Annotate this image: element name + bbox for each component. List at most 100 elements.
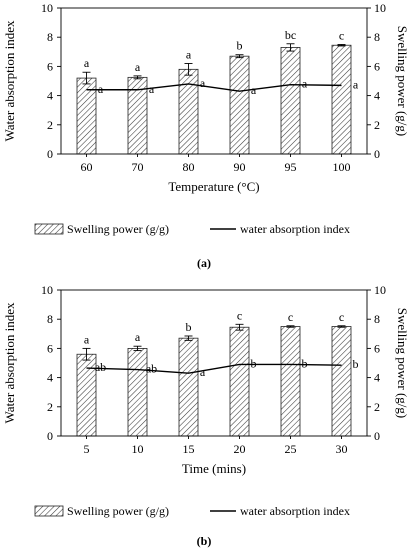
- bar-letter-25: c: [288, 310, 293, 324]
- legend-label-line: water absorption index: [240, 222, 350, 236]
- line-letter-15: a: [200, 365, 206, 379]
- error-bar-95: [286, 43, 295, 52]
- error-bar-70: [133, 75, 142, 80]
- error-bar-90: [235, 54, 244, 59]
- line-letter-20: b: [251, 356, 257, 370]
- y-right-tick-label: 0: [374, 147, 380, 161]
- line-letter-60: a: [98, 82, 104, 96]
- bar-80: [178, 68, 199, 155]
- bar-100: [331, 44, 352, 155]
- bar-95: [280, 47, 301, 155]
- line-letter-30: b: [353, 357, 359, 371]
- line-letter-80: a: [200, 76, 206, 90]
- bar-30: [331, 326, 352, 437]
- y-right-tick-label: 8: [374, 312, 380, 326]
- x-tick-label-60: 60: [81, 160, 93, 174]
- plot-frame: [60, 7, 368, 155]
- y-right-tick-label: 4: [374, 371, 380, 385]
- x-tick-label-90: 90: [234, 160, 246, 174]
- y-left-axis-title: Water absorption index: [2, 20, 17, 141]
- wai-line: [86, 83, 342, 92]
- error-bar-10: [133, 345, 142, 352]
- legend-swatch-bar: [34, 505, 64, 517]
- y-right-tick-label: 10: [374, 283, 386, 297]
- error-bar-80: [184, 63, 193, 76]
- error-bar-20: [235, 323, 244, 331]
- bar-10: [127, 347, 148, 437]
- x-tick-label-80: 80: [183, 160, 195, 174]
- bar-letter-60: a: [84, 56, 90, 70]
- wai-line: [86, 363, 342, 374]
- panel-label: (b): [197, 534, 212, 548]
- y-right-tick-label: 4: [374, 89, 380, 103]
- error-bar-30: [337, 325, 346, 328]
- y-left-tick-label: 8: [47, 312, 53, 326]
- y-left-tick-label: 0: [47, 429, 53, 443]
- bar-15: [178, 337, 199, 437]
- bar-letter-30: c: [339, 310, 344, 324]
- line-letter-90: a: [251, 83, 257, 97]
- line-letter-100: a: [353, 77, 359, 91]
- y-right-tick-label: 2: [374, 400, 380, 414]
- y-right-tick-label: 0: [374, 429, 380, 443]
- bar-letter-5: a: [84, 332, 90, 346]
- error-bar-100: [337, 44, 346, 47]
- bar-letter-80: a: [186, 47, 192, 61]
- y-left-axis-title: Water absorption index: [2, 302, 17, 423]
- y-right-tick-label: 6: [374, 341, 380, 355]
- line-letter-95: a: [302, 77, 308, 91]
- bar-letter-20: c: [237, 308, 242, 322]
- bar-letter-100: c: [339, 29, 344, 43]
- bar-90: [229, 55, 250, 155]
- y-left-tick-label: 0: [47, 147, 53, 161]
- x-tick-label-100: 100: [333, 160, 351, 174]
- x-tick-label-5: 5: [84, 442, 90, 456]
- bar-25: [280, 326, 301, 437]
- y-left-tick-label: 8: [47, 30, 53, 44]
- error-bar-15: [184, 335, 193, 341]
- legend-label-bar: Swelling power (g/g): [67, 504, 169, 518]
- y-right-tick-label: 8: [374, 30, 380, 44]
- bar-5: [76, 353, 97, 437]
- line-letter-25: b: [302, 356, 308, 370]
- y-left-tick-label: 2: [47, 400, 53, 414]
- x-tick-label-10: 10: [132, 442, 144, 456]
- x-tick-label-25: 25: [285, 442, 297, 456]
- plot-frame: [60, 289, 368, 437]
- error-bar-5: [82, 347, 91, 361]
- x-tick-label-20: 20: [234, 442, 246, 456]
- error-bar-25: [286, 325, 295, 328]
- y-right-tick-label: 2: [374, 118, 380, 132]
- error-bar-60: [82, 71, 91, 85]
- x-tick-label-15: 15: [183, 442, 195, 456]
- bar-letter-90: b: [237, 39, 243, 53]
- y-left-tick-label: 10: [41, 1, 53, 15]
- y-left-tick-label: 4: [47, 89, 53, 103]
- y-right-tick-label: 10: [374, 1, 386, 15]
- panel-label: (a): [197, 256, 211, 270]
- legend: Swelling power (g/g) water absorption ind…: [34, 222, 350, 236]
- y-left-tick-label: 6: [47, 341, 53, 355]
- bar-letter-70: a: [135, 60, 141, 74]
- line-letter-10: ab: [146, 362, 157, 376]
- y-left-tick-label: 4: [47, 371, 53, 385]
- x-axis-title: Time (mins): [182, 461, 246, 476]
- x-tick-label-30: 30: [336, 442, 348, 456]
- bar-letter-10: a: [135, 330, 141, 344]
- x-tick-label-70: 70: [132, 160, 144, 174]
- legend-swatch-bar: [34, 223, 64, 235]
- legend-label-line: water absorption index: [240, 504, 350, 518]
- line-letter-5: ab: [95, 360, 106, 374]
- x-axis-title: Temperature (°C): [168, 179, 259, 194]
- y-right-axis-title: Swelling power (g/g): [395, 308, 408, 418]
- bar-20: [229, 326, 250, 437]
- y-left-tick-label: 10: [41, 283, 53, 297]
- y-right-axis-title: Swelling power (g/g): [395, 26, 408, 136]
- chart-panel-2: a abc c cab ab ab b b0 02 24 46 68 810 105 10 15 20 25 30T…: [2, 283, 408, 548]
- bar-letter-15: b: [186, 320, 192, 334]
- y-left-tick-label: 2: [47, 118, 53, 132]
- line-letter-70: a: [149, 82, 155, 96]
- legend-label-bar: Swelling power (g/g): [67, 222, 169, 236]
